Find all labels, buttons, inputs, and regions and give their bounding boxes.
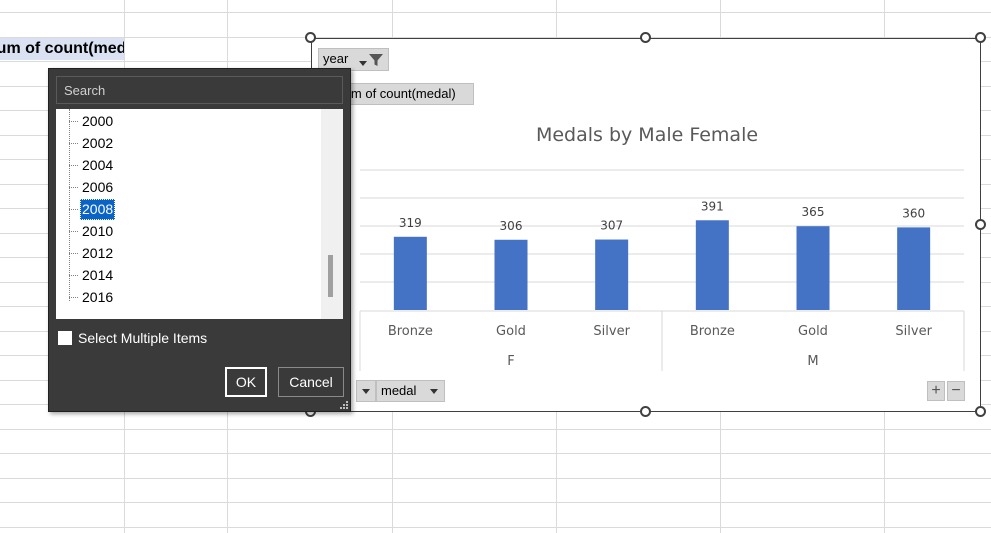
category-label: Silver [593, 324, 630, 339]
year-option-label: 2000 [82, 113, 114, 129]
year-option[interactable]: 2012 [69, 243, 115, 264]
collapse-field-button[interactable]: − [947, 381, 965, 401]
scrollbar-thumb[interactable] [328, 255, 333, 297]
gender-field-button[interactable] [356, 380, 376, 402]
chart-plot-area: Medals by Male Female 319 Bronze 306 Gold 307… [359, 124, 965, 371]
bar[interactable] [796, 226, 830, 310]
list-scrollbar[interactable] [321, 109, 343, 319]
year-option[interactable]: 2002 [69, 133, 115, 154]
year-option[interactable]: 2004 [69, 155, 115, 176]
bar[interactable] [494, 239, 528, 310]
year-option[interactable]: 2016 [69, 287, 115, 308]
category-label: Bronze [690, 324, 735, 339]
ok-button[interactable]: OK [225, 367, 267, 397]
bar[interactable] [695, 220, 729, 310]
cancel-button[interactable]: Cancel [278, 367, 344, 397]
year-option[interactable]: 2008 [69, 199, 116, 220]
value-field-button[interactable]: Sum of count(medal) [342, 83, 474, 105]
year-option-label: 2008 [82, 201, 114, 217]
medal-field-button[interactable]: medal [376, 380, 445, 402]
resize-handle-top-right[interactable] [975, 32, 986, 43]
data-label: 365 [802, 205, 825, 219]
pivot-value-header[interactable]: Sum of count(medal) [0, 38, 124, 60]
category-label: Gold [496, 324, 526, 339]
year-filter-popup: Search 2000 2002 2004 2006 2008 2010 2012 2014 2… [48, 68, 351, 412]
year-option-label: 2004 [82, 157, 114, 173]
pivot-chart[interactable]: year Sum of count(medal) Medals by Male … [311, 38, 981, 412]
year-option-label: 2006 [82, 179, 114, 195]
dropdown-arrow-icon [362, 389, 370, 394]
medal-field-label: medal [381, 383, 417, 398]
bar[interactable] [393, 236, 427, 310]
year-option[interactable]: 2006 [69, 177, 115, 198]
group-label: M [807, 354, 818, 369]
filter-funnel-icon [369, 54, 383, 66]
data-label: 391 [701, 199, 724, 213]
expand-field-button[interactable]: + [927, 381, 945, 401]
dropdown-arrow-icon [430, 389, 438, 394]
data-label: 307 [600, 219, 623, 233]
data-label: 319 [399, 216, 422, 230]
tree-branch [69, 143, 78, 144]
year-option-label: 2010 [82, 223, 114, 239]
year-option-label: 2016 [82, 289, 114, 305]
chart-title[interactable]: Medals by Male Female [536, 124, 758, 146]
category-label: Bronze [388, 324, 433, 339]
tree-connector [69, 109, 70, 301]
bar[interactable] [897, 227, 931, 310]
tree-branch [69, 187, 78, 188]
select-multiple-label[interactable]: Select Multiple Items [78, 330, 208, 346]
bar[interactable] [595, 239, 629, 310]
year-option-label: 2014 [82, 267, 114, 283]
year-option[interactable]: 2000 [69, 111, 115, 132]
data-label: 360 [902, 206, 925, 220]
tree-branch [69, 253, 78, 254]
year-field-button[interactable]: year [318, 48, 389, 71]
tree-branch [69, 275, 78, 276]
year-option-label: 2002 [82, 135, 114, 151]
resize-handle-bottom-right[interactable] [975, 406, 986, 417]
tree-branch [69, 121, 78, 122]
group-label: F [507, 354, 514, 369]
tree-branch [69, 231, 78, 232]
category-label: Silver [895, 324, 932, 339]
tree-branch [69, 209, 78, 210]
year-list[interactable]: 2000 2002 2004 2006 2008 2010 2012 2014 2016 [56, 109, 343, 319]
data-label: 306 [500, 219, 523, 233]
year-field-label: year [323, 51, 349, 66]
select-multiple-checkbox[interactable] [58, 331, 72, 345]
tree-branch [69, 165, 78, 166]
tree-branch [69, 297, 78, 298]
category-label: Gold [798, 324, 828, 339]
year-option-label: 2012 [82, 245, 114, 261]
resize-handle-bottom[interactable] [640, 406, 651, 417]
resize-handle-right[interactable] [975, 219, 986, 230]
dropdown-arrow-icon [359, 61, 367, 66]
resize-grip-icon[interactable] [340, 401, 348, 409]
resize-handle-top[interactable] [640, 32, 651, 43]
year-option[interactable]: 2014 [69, 265, 115, 286]
year-option[interactable]: 2010 [69, 221, 115, 242]
search-input[interactable]: Search [56, 76, 343, 104]
resize-handle-top-left[interactable] [305, 32, 316, 43]
